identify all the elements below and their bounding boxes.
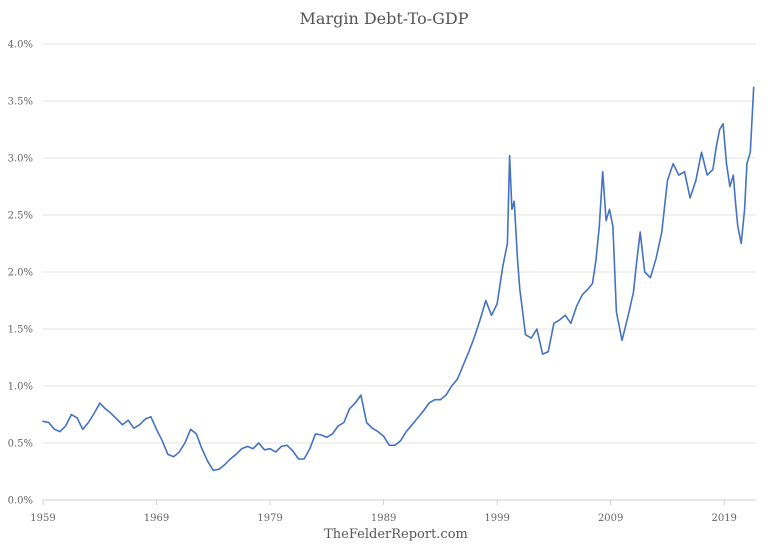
x-tick-label: 1959: [30, 513, 55, 524]
x-axis-ticks: 1959 1969 1979 1989 1999 2009 2019: [30, 500, 737, 524]
y-tick-label: 3.0%: [8, 154, 33, 165]
y-tick-label: 1.0%: [8, 382, 33, 393]
x-tick-label: 1999: [484, 513, 509, 524]
y-tick-label: 0.5%: [8, 439, 33, 450]
x-tick-label: 2019: [711, 513, 736, 524]
y-tick-label: 2.5%: [8, 211, 33, 222]
x-tick-label: 1979: [257, 513, 282, 524]
gridlines: [43, 43, 756, 501]
y-tick-label: 4.0%: [8, 40, 33, 51]
chart-source: TheFelderReport.com: [324, 527, 468, 542]
x-tick-label: 1969: [144, 513, 169, 524]
y-tick-label: 2.0%: [8, 268, 33, 279]
y-tick-label: 0.0%: [8, 496, 33, 507]
series-group: [42, 86, 755, 472]
series-line-margin-debt-to-gdp: [42, 86, 755, 472]
y-tick-label: 1.5%: [8, 325, 33, 336]
x-tick-label: 2009: [598, 513, 623, 524]
y-axis-ticks: 0.0% 0.5% 1.0% 1.5% 2.0% 2.5% 3.0% 3.5% 4.0%: [8, 40, 33, 507]
y-tick-label: 3.5%: [8, 97, 33, 108]
chart-title: Margin Debt-To-GDP: [300, 9, 469, 28]
x-tick-label: 1989: [371, 513, 396, 524]
